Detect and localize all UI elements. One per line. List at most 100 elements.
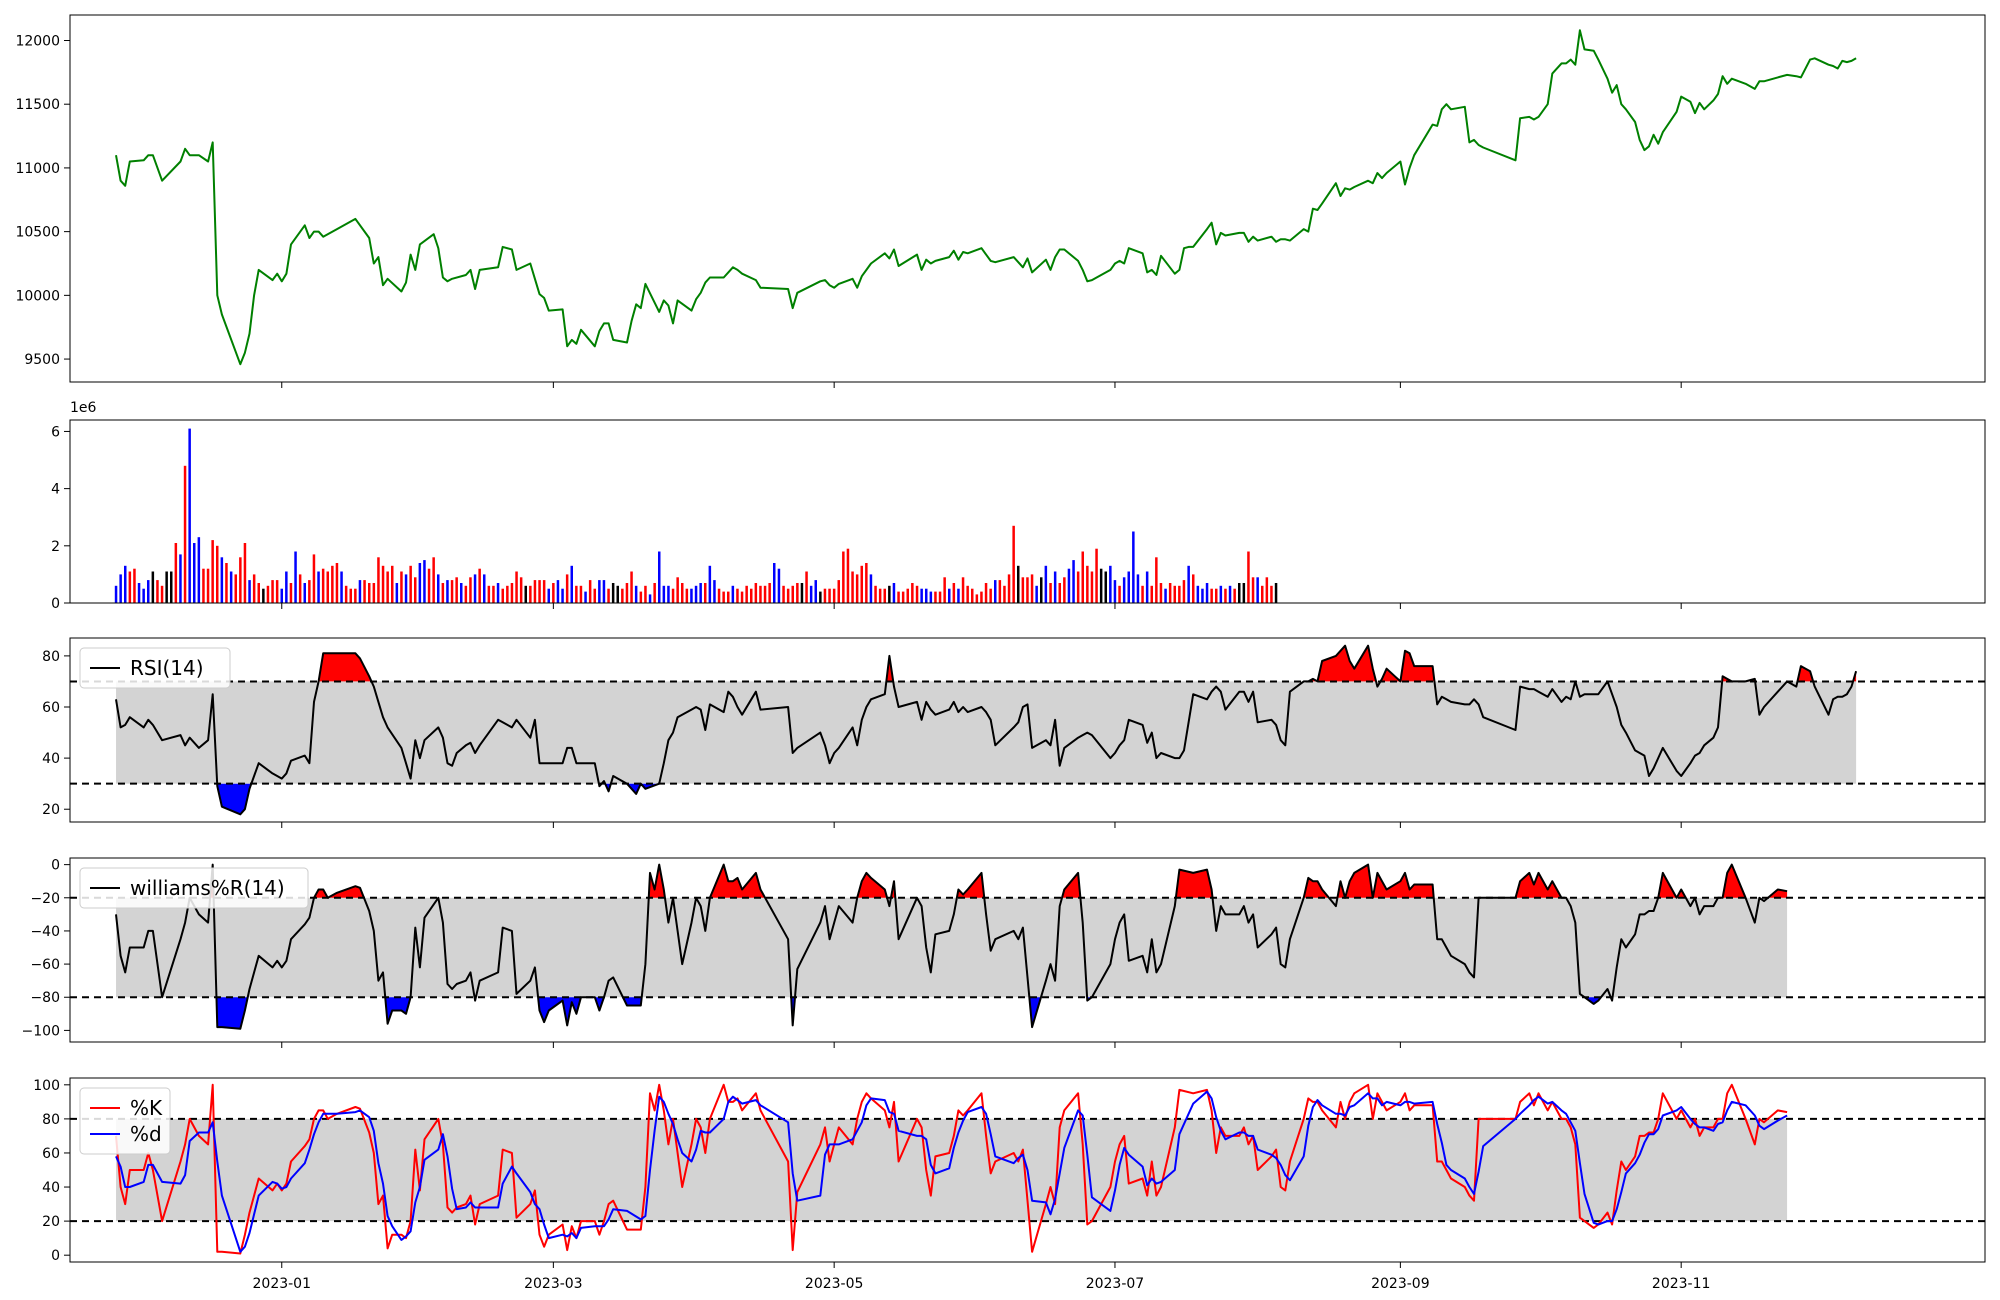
volume-bar: [888, 585, 891, 603]
volume-bar: [1040, 577, 1043, 603]
volume-bar: [570, 565, 573, 603]
oversold-fill: [622, 997, 642, 1006]
volume-bar: [289, 583, 293, 603]
y-tick-label: −80: [30, 990, 60, 1006]
volume-bar: [662, 585, 666, 603]
volume-bar: [179, 554, 182, 603]
volume-bar: [404, 574, 408, 603]
volume-bar: [782, 585, 785, 603]
volume-bar: [211, 540, 214, 603]
volume-bar: [846, 548, 850, 603]
volume-bar: [229, 571, 233, 603]
volume-bar: [671, 588, 675, 603]
volume-bar: [165, 571, 168, 603]
volume-bar: [547, 588, 550, 603]
volume-bar: [690, 588, 693, 603]
y-tick-label: 11500: [15, 97, 60, 113]
volume-bar: [796, 583, 799, 603]
volume-bar: [639, 591, 643, 603]
volume-bar: [524, 585, 527, 603]
volume-bar: [800, 583, 804, 603]
oversold-fill: [538, 997, 604, 1026]
volume-bar: [1145, 571, 1149, 603]
overbought-fill: [1478, 872, 1567, 898]
axes-frame: [69, 1077, 1986, 1263]
volume-bar: [842, 551, 845, 603]
overbought-fill: [709, 864, 766, 898]
volume-bar: [450, 580, 454, 603]
volume-bar: [653, 583, 656, 603]
y-scale-label: 1e6: [70, 400, 97, 416]
legend-box: [79, 647, 231, 689]
volume-bar: [1274, 583, 1278, 603]
volume-bar: [202, 568, 205, 603]
volume-bar: [1168, 583, 1172, 603]
volume-bar: [197, 537, 201, 603]
volume-bar: [1242, 583, 1246, 603]
volume-bar: [593, 588, 596, 603]
volume-bar: [542, 580, 546, 603]
volume-bar: [814, 580, 817, 603]
volume-bar: [271, 580, 274, 603]
volume-bar: [786, 588, 790, 603]
y-tick-label: 60: [42, 1146, 60, 1162]
y-tick-label: 0: [51, 858, 60, 874]
volume-bar: [473, 574, 477, 603]
volume-bar: [1247, 551, 1250, 603]
volume-bar: [616, 585, 619, 603]
volume-bar: [418, 563, 422, 603]
volume-bar: [676, 577, 679, 603]
x-tick-label: 2023-09: [1371, 1276, 1430, 1292]
volume-bar: [1192, 574, 1195, 603]
volume-bar: [1150, 585, 1153, 603]
volume-bar: [372, 583, 376, 603]
overbought-fill: [1768, 889, 1788, 898]
volume-bar: [658, 551, 661, 603]
volume-bar: [1219, 585, 1223, 603]
oversold-fill: [216, 997, 248, 1029]
y-tick-label: 80: [42, 1112, 60, 1128]
volume-bar: [1030, 574, 1034, 603]
volume-bar: [1141, 585, 1144, 603]
overbought-fill: [857, 872, 888, 898]
volume-bar: [975, 594, 979, 603]
volume-bar: [414, 577, 417, 603]
overbought-fill: [318, 653, 372, 682]
volume-bar: [1021, 577, 1025, 603]
y-tick-label: 60: [42, 700, 60, 716]
legend-label: %K: [130, 1096, 163, 1120]
y-tick-label: −40: [30, 924, 60, 940]
volume-bar: [1072, 560, 1075, 603]
volume-bar: [1058, 583, 1061, 603]
overbought-fill: [1718, 864, 1746, 898]
series-line: [115, 863, 1788, 1030]
volume-bar: [584, 591, 587, 603]
overbought-fill: [1303, 645, 1376, 682]
panel-4: 0 −20 −40 −60 −80 −100 williams%R(14): [22, 857, 1986, 1048]
volume-bar: [878, 588, 882, 603]
legend-label: RSI(14): [130, 656, 204, 680]
volume-bar: [1215, 588, 1218, 603]
volume-bar: [1007, 574, 1011, 603]
y-tick-label: 40: [42, 1180, 60, 1196]
volume-bar: [745, 585, 748, 603]
volume-bar: [487, 585, 491, 603]
y-tick-label: 4: [51, 482, 60, 498]
volume-bar: [170, 571, 173, 603]
volume-bar: [294, 551, 297, 603]
y-tick-label: 9500: [24, 352, 60, 368]
volume-bar: [538, 580, 541, 603]
volume-bar: [391, 565, 394, 603]
y-tick-label: 0: [51, 596, 60, 612]
volume-bar: [1265, 577, 1269, 603]
volume-bar: [704, 583, 707, 603]
volume-bar: [648, 594, 652, 603]
y-tick-label: −20: [30, 891, 60, 907]
volume-bar: [1067, 568, 1071, 603]
volume-bar: [400, 571, 403, 603]
volume-bar: [575, 585, 578, 603]
volume-bar: [980, 591, 983, 603]
volume-bar: [119, 574, 122, 603]
volume-bar: [183, 465, 187, 604]
